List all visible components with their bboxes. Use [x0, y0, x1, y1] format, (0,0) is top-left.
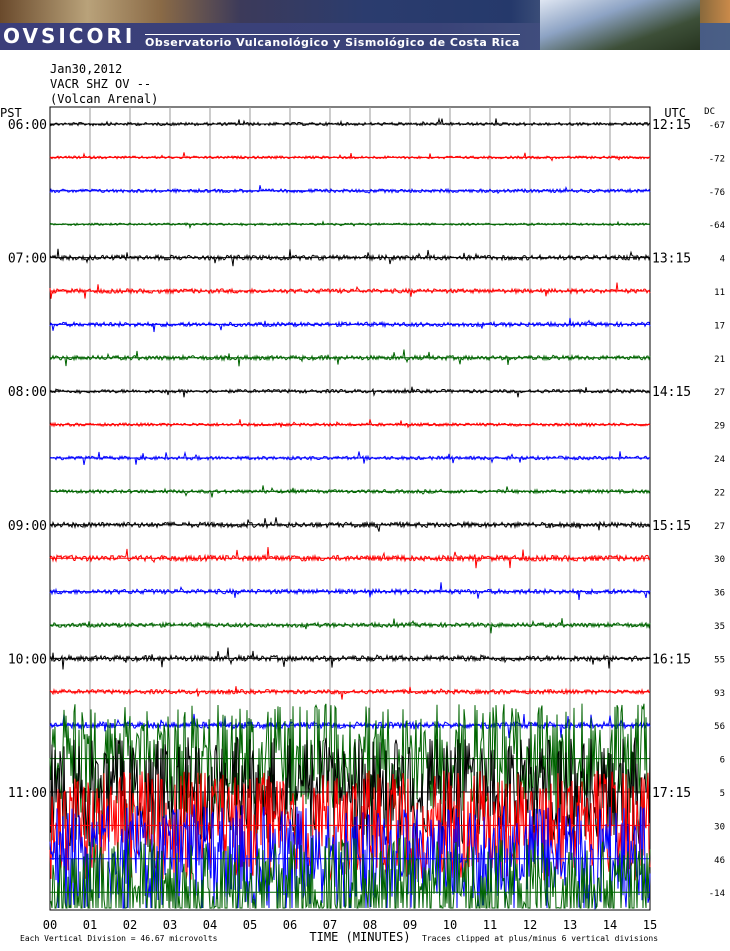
seismic-trace: [49, 386, 651, 398]
x-tick-label: 06: [283, 918, 297, 932]
x-tick-label: 10: [443, 918, 457, 932]
x-tick-label: 04: [203, 918, 217, 932]
dc-offset-label: 5: [720, 789, 725, 799]
footer-scale-note: Each Vertical Division = 46.67 microvolt…: [20, 934, 218, 943]
pst-time-label: 10:00: [8, 652, 47, 667]
dc-offset-label: 11: [714, 288, 725, 298]
station-code: VACR SHZ OV --: [50, 77, 152, 91]
seismic-trace: [49, 582, 651, 601]
dc-offset-label: 22: [714, 488, 725, 498]
x-tick-label: 13: [563, 918, 577, 932]
seismic-trace: [49, 647, 651, 670]
volcano-name: (Volcan Arenal): [50, 92, 159, 106]
dc-offset-label: 30: [714, 822, 725, 832]
dc-offset-label: 6: [720, 756, 725, 766]
dc-offset-label: 27: [714, 388, 725, 398]
brand-logo: OVSICORI: [3, 24, 136, 48]
dc-offset-label: -64: [709, 221, 725, 231]
x-tick-label: 08: [363, 918, 377, 932]
x-tick-label: 01: [83, 918, 97, 932]
pst-time-label: 09:00: [8, 519, 47, 534]
dc-offset-label: 27: [714, 522, 725, 532]
dc-axis-title: DC: [704, 107, 715, 117]
utc-time-label: 16:15: [652, 652, 691, 667]
x-tick-label: 03: [163, 918, 177, 932]
pst-time-label: 07:00: [8, 252, 47, 267]
dc-offset-label: 4: [720, 255, 725, 265]
x-tick-label: 15: [643, 918, 657, 932]
dc-offset-label: 93: [714, 689, 725, 699]
ovsicori-banner: OVSICORI Observatorio Vulcanológico y Si…: [0, 0, 730, 50]
seismic-trace: [49, 546, 651, 569]
pst-time-label: 08:00: [8, 385, 47, 400]
volcano-photo: [540, 0, 700, 50]
seismic-trace: [49, 419, 651, 429]
seismic-trace: [49, 185, 651, 195]
x-tick-label: 14: [603, 918, 617, 932]
seismic-trace: [49, 686, 651, 700]
x-tick-label: 07: [323, 918, 337, 932]
plot-frame: [49, 106, 651, 911]
utc-time-label: 15:15: [652, 519, 691, 534]
x-tick-label: 09: [403, 918, 417, 932]
seismic-trace: [49, 117, 651, 127]
dc-offset-label: 17: [714, 321, 725, 331]
x-tick-label: 11: [483, 918, 497, 932]
seismic-trace: [49, 450, 651, 465]
pst-time-label: 11:00: [8, 786, 47, 801]
x-axis-title: TIME (MINUTES): [309, 930, 410, 944]
dc-offset-label: 30: [714, 555, 725, 565]
dc-offset-label: 56: [714, 722, 725, 732]
utc-time-label: 12:15: [652, 118, 691, 133]
seismic-trace: [49, 317, 651, 333]
utc-time-label: 14:15: [652, 385, 691, 400]
dc-offset-label: 35: [714, 622, 725, 632]
dc-offset-label: 36: [714, 589, 725, 599]
seismic-trace: [49, 152, 651, 162]
dc-offset-label: 46: [714, 856, 725, 866]
seismic-trace: [49, 517, 651, 532]
dc-offset-label: 55: [714, 655, 725, 665]
utc-time-label: 17:15: [652, 786, 691, 801]
dc-offset-label: 24: [714, 455, 725, 465]
dc-offset-label: -67: [709, 121, 725, 131]
seismic-trace: [49, 703, 651, 814]
utc-time-label: 13:15: [652, 252, 691, 267]
dc-offset-label: -76: [709, 188, 725, 198]
banner-subtitle: Observatorio Vulcanológico y Sismológico…: [145, 34, 520, 49]
x-tick-label: 12: [523, 918, 537, 932]
x-tick-label: 02: [123, 918, 137, 932]
seismic-trace: [49, 618, 651, 634]
seismic-trace: [49, 837, 651, 910]
pst-time-label: 06:00: [8, 118, 47, 133]
dc-offset-label: 21: [714, 355, 725, 365]
dc-offset-label: 29: [714, 422, 725, 432]
record-date: Jan30,2012: [50, 62, 123, 76]
utc-axis-title: UTC: [664, 106, 686, 120]
dc-offset-label: -14: [709, 889, 725, 899]
pst-axis-title: PST: [0, 106, 22, 120]
x-tick-label: 05: [243, 918, 257, 932]
seismic-trace: [49, 248, 651, 267]
dc-offset-label: -72: [709, 154, 725, 164]
seismic-trace: [49, 736, 651, 848]
x-tick-label: 00: [43, 918, 57, 932]
footer-clip-note: Traces clipped at plus/minus 6 vertical …: [422, 934, 658, 943]
seismic-trace: [49, 804, 651, 910]
